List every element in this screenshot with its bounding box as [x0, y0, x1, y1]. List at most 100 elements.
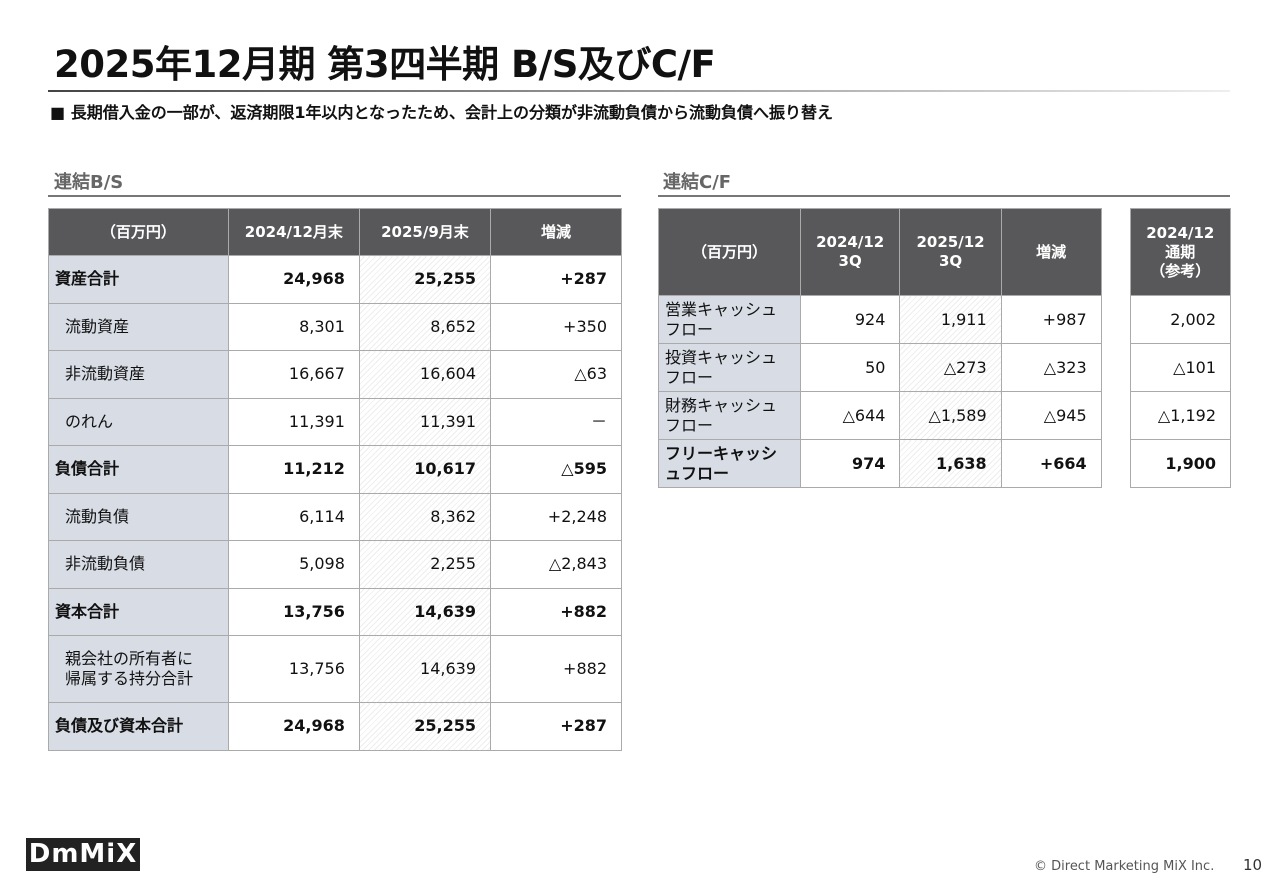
title: 2025年12月期 第3四半期 B/S及びC/F — [54, 43, 716, 86]
cell: 8,301 — [227, 302, 360, 351]
row-label: 流動負債 — [48, 492, 229, 541]
column-header: 増減 — [1000, 208, 1102, 296]
column-header: 2024/12 通期 （参考） — [1129, 208, 1232, 296]
column-header: 2025/12 3Q — [899, 208, 1002, 296]
cell: 8,652 — [358, 302, 492, 351]
subtitle: ■ 長期借入金の一部が、返済期限1年以内となったため、会計上の分類が非流動負債か… — [50, 103, 834, 122]
cell: △644 — [799, 391, 901, 440]
gap — [1101, 343, 1131, 392]
row-label: 流動資産 — [48, 302, 229, 351]
cell: +987 — [1000, 295, 1102, 344]
row-label: 資産合計 — [48, 255, 229, 304]
row-label: 資本合計 — [48, 587, 229, 636]
row: 営業キャッシュフロー 924 1,911 +987 2,002 — [658, 295, 1232, 344]
cell: 11,391 — [358, 397, 492, 446]
cell: △945 — [1000, 391, 1102, 440]
cell: － — [490, 397, 622, 446]
cell: +287 — [490, 702, 622, 751]
cell: +350 — [490, 302, 622, 351]
cf-table: （百万円） 2024/12 3Q 2025/12 3Q 増減 2024/12 通期 （参… — [658, 208, 1232, 488]
cell: 8,362 — [358, 492, 492, 541]
cell: 5,098 — [227, 540, 360, 589]
row-label: 非流動負債 — [48, 540, 229, 589]
cell: 25,255 — [358, 255, 492, 304]
gap — [1101, 208, 1131, 296]
cell: 6,114 — [227, 492, 360, 541]
cell: △63 — [490, 350, 622, 399]
row: 投資キャッシュフロー 50 △273 △323 △101 — [658, 343, 1232, 392]
row: 資本合計 13,756 14,639 +882 — [48, 587, 622, 636]
section-rule — [48, 195, 621, 197]
row-label: 負債及び資本合計 — [48, 702, 229, 751]
gap — [1101, 391, 1131, 440]
row: 負債及び資本合計 24,968 25,255 +287 — [48, 702, 622, 751]
cell: 1,911 — [899, 295, 1002, 344]
row-label: 投資キャッシュフロー — [658, 343, 801, 392]
column-header: （百万円） — [658, 208, 801, 296]
gap — [1101, 295, 1131, 344]
bs-table: （百万円） 2024/12月末 2025/9月末 増減 資産合計 24,968 25,255… — [48, 208, 622, 751]
page-number: 10 — [1243, 856, 1263, 874]
cell: △2,843 — [490, 540, 622, 589]
column-header: 増減 — [490, 208, 622, 256]
column-header: 2024/12月末 — [227, 208, 360, 256]
section-title: 連結C/F — [663, 172, 732, 193]
cell: 974 — [799, 439, 901, 488]
cell: 1,900 — [1129, 439, 1232, 488]
row-label: フリーキャッシュフロー — [658, 439, 801, 488]
gap — [1101, 439, 1131, 488]
row-label: 親会社の所有者に 帰属する持分合計 — [48, 635, 229, 703]
cell: +287 — [490, 255, 622, 304]
row: 流動資産 8,301 8,652 +350 — [48, 302, 622, 351]
row: フリーキャッシュフロー 974 1,638 +664 1,900 — [658, 439, 1232, 488]
cell: 11,212 — [227, 445, 360, 494]
title-rule — [48, 90, 1230, 92]
cell: 24,968 — [227, 255, 360, 304]
cell: 10,617 — [358, 445, 492, 494]
cell: 2,002 — [1129, 295, 1232, 344]
cell: △273 — [899, 343, 1002, 392]
cell: +882 — [490, 635, 622, 703]
section-title: 連結B/S — [54, 172, 124, 193]
cell: 13,756 — [227, 635, 360, 703]
cell: 1,638 — [899, 439, 1002, 488]
cell: 14,639 — [358, 635, 492, 703]
cell: 924 — [799, 295, 901, 344]
column-header: 2024/12 3Q — [799, 208, 901, 296]
row-label: 財務キャッシュフロー — [658, 391, 801, 440]
cell: 2,255 — [358, 540, 492, 589]
row: 非流動資産 16,667 16,604 △63 — [48, 350, 622, 399]
cell: △101 — [1129, 343, 1232, 392]
row-label: 営業キャッシュフロー — [658, 295, 801, 344]
cell: 50 — [799, 343, 901, 392]
row: 親会社の所有者に 帰属する持分合計 13,756 14,639 +882 — [48, 635, 622, 703]
section-rule — [658, 195, 1230, 197]
row: 負債合計 11,212 10,617 △595 — [48, 445, 622, 494]
row-label: 非流動資産 — [48, 350, 229, 399]
row: 流動負債 6,114 8,362 +2,248 — [48, 492, 622, 541]
cell: △595 — [490, 445, 622, 494]
cell: △323 — [1000, 343, 1102, 392]
column-header: 2025/9月末 — [358, 208, 492, 256]
row: 非流動負債 5,098 2,255 △2,843 — [48, 540, 622, 589]
cell: +882 — [490, 587, 622, 636]
logo: DmMiX — [26, 838, 140, 871]
cell: 25,255 — [358, 702, 492, 751]
cell: △1,589 — [899, 391, 1002, 440]
cell: 14,639 — [358, 587, 492, 636]
cell: +664 — [1000, 439, 1102, 488]
cell: 24,968 — [227, 702, 360, 751]
cell: 16,604 — [358, 350, 492, 399]
copyright: © Direct Marketing MiX Inc. — [1034, 859, 1215, 874]
cell: 13,756 — [227, 587, 360, 636]
cell: 16,667 — [227, 350, 360, 399]
column-header: （百万円） — [48, 208, 229, 256]
cell: △1,192 — [1129, 391, 1232, 440]
header-row: （百万円） 2024/12 3Q 2025/12 3Q 増減 2024/12 通期 （参… — [658, 208, 1232, 296]
row: のれん 11,391 11,391 － — [48, 397, 622, 446]
cell: 11,391 — [227, 397, 360, 446]
row-label: 負債合計 — [48, 445, 229, 494]
row: 財務キャッシュフロー △644 △1,589 △945 △1,192 — [658, 391, 1232, 440]
